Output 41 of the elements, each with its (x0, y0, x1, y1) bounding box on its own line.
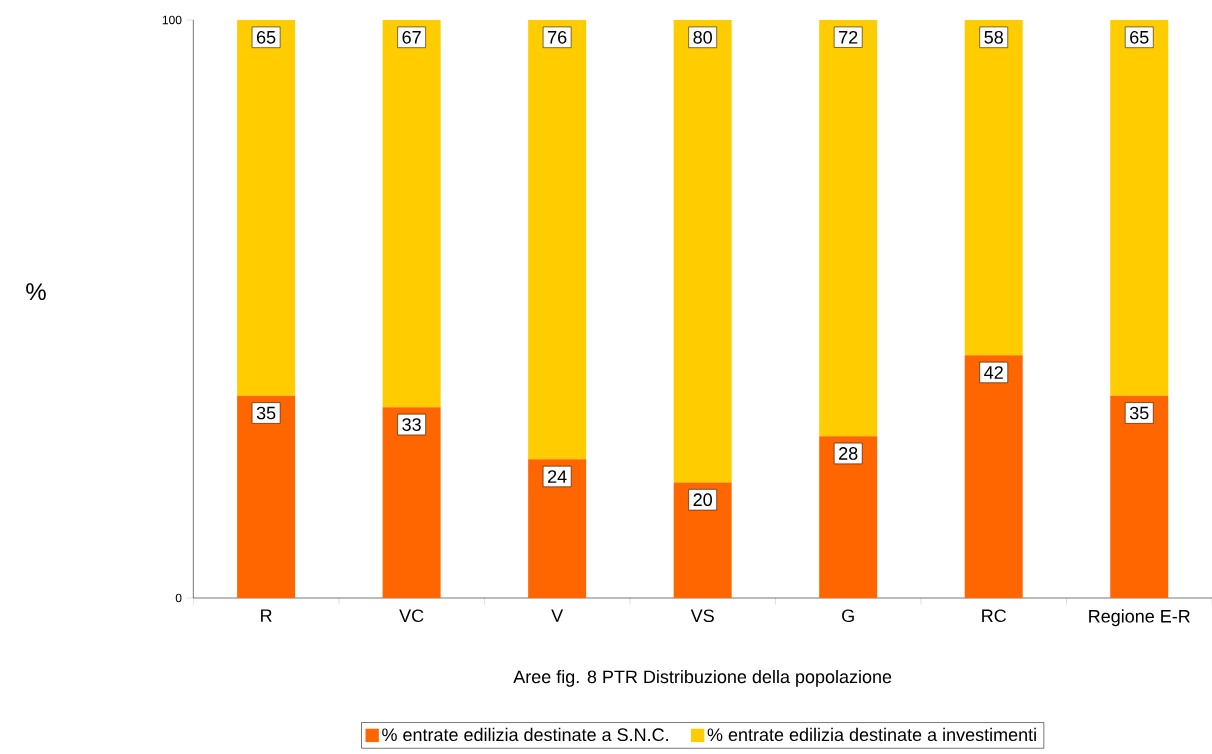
y-tick-label: 0 (175, 593, 182, 603)
bar (819, 20, 878, 437)
bar (964, 355, 1023, 598)
data-label: 80 (693, 30, 712, 44)
y-tick-label: 100 (162, 15, 182, 25)
bar (382, 20, 441, 408)
x-tick-label: Regione E-R (1089, 609, 1190, 627)
bar (528, 20, 587, 460)
bar (673, 482, 732, 598)
legend-label: % entrate edilizia destinate a S.N.C. (382, 727, 668, 742)
data-label: 42 (984, 366, 1003, 379)
x-axis-title: Aree fig. 8 PTR Distribuzione della popolazione (513, 669, 892, 687)
bar (237, 20, 296, 396)
data-label: 20 (693, 493, 712, 507)
x-tick-label: RC (982, 609, 1007, 623)
bar (819, 436, 878, 598)
x-tick-label: R (261, 609, 272, 622)
data-label: 24 (548, 470, 567, 483)
data-label: 67 (402, 30, 421, 44)
x-tick-label: VS (690, 609, 714, 623)
data-label: 72 (839, 30, 858, 44)
x-tick-label: V (551, 609, 564, 622)
data-label: 76 (548, 30, 567, 44)
bar (528, 459, 587, 598)
bar (382, 407, 441, 598)
data-label: 35 (256, 406, 276, 420)
y-axis-title: % (26, 283, 46, 301)
bar (1110, 395, 1169, 598)
legend-label: % entrate edilizia destinate a investimenti (707, 727, 1036, 742)
data-label: 35 (1129, 406, 1149, 420)
data-label: 28 (839, 447, 858, 460)
data-label: 65 (257, 30, 276, 44)
data-label: 58 (984, 30, 1003, 44)
x-tick-label: G (842, 609, 854, 623)
bar (964, 20, 1023, 356)
x-tick-label: VC (399, 609, 424, 623)
bar (1110, 20, 1169, 396)
data-label: 33 (402, 418, 421, 431)
bar (673, 20, 732, 483)
data-label: 65 (1130, 30, 1149, 44)
bar (237, 395, 296, 598)
